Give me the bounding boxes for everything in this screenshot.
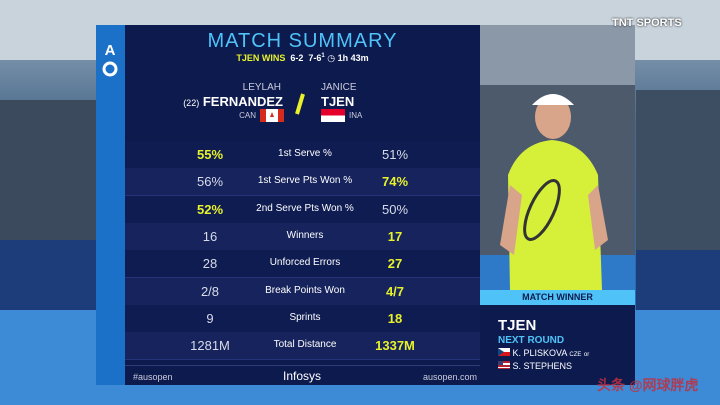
seed: (22): [183, 98, 200, 108]
stats-table: 55% 1st Serve % 51% 56% 1st Serve Pts Won % 7…: [125, 141, 480, 361]
tiebreak: 1: [321, 53, 325, 59]
player-last: FERNANDEZ: [202, 94, 283, 109]
opponent: K. PLISKOVA CZE or: [498, 348, 589, 358]
stat-row: 55% 1st Serve % 51%: [125, 141, 480, 169]
opponent: S. STEPHENS: [498, 361, 572, 371]
flag-ina: [321, 109, 345, 122]
winner-info: TJEN NEXT ROUND K. PLISKOVA CZE or S. ST…: [480, 305, 635, 385]
stat-row: 28 Unforced Errors 27: [125, 250, 480, 279]
stat-label: 2nd Serve Pts Won %: [256, 202, 354, 214]
left-value: 16: [202, 228, 218, 244]
left-value: 28: [202, 256, 218, 272]
opponent-name: S. STEPHENS: [512, 361, 573, 371]
winner-panel: MATCH WINNER TJEN NEXT ROUND K. PLISKOVA…: [480, 25, 635, 385]
left-value: 9: [206, 310, 214, 326]
right-value: 4/7: [385, 283, 405, 299]
svg-text:A: A: [105, 42, 116, 59]
stat-label: Sprints: [289, 311, 321, 323]
right-value: 51%: [381, 147, 409, 162]
country: INA: [349, 111, 363, 120]
right-value: 18: [387, 310, 403, 326]
stat-label: 1st Serve %: [278, 148, 332, 159]
stat-label: Total Distance: [273, 339, 337, 351]
right-value: 50%: [381, 201, 409, 217]
stat-label: Unforced Errors: [269, 257, 341, 269]
player-first: LEYLAH: [242, 82, 281, 93]
winner-name: TJEN: [498, 317, 537, 334]
sponsor: Infosys: [283, 369, 322, 383]
set-score: 6-2: [290, 53, 304, 63]
left-value: 56%: [196, 174, 224, 190]
player-photo: [480, 25, 635, 290]
player-last: TJEN: [321, 94, 355, 109]
stat-label: Winners: [286, 229, 324, 241]
stat-label: Break Points Won: [265, 284, 345, 296]
logo-strip: A: [96, 25, 125, 385]
result: TJEN WINS: [236, 53, 286, 63]
watermark: 头条 @网球胖虎: [597, 377, 699, 393]
stat-row: 9 Sprints 18: [125, 304, 480, 333]
right-value: 17: [387, 228, 403, 244]
left-value: 52%: [196, 201, 224, 217]
divider-slash: [295, 93, 305, 115]
ao-logo: A: [102, 42, 118, 77]
opponent-name: K. PLISKOVA: [512, 348, 567, 358]
set-score: 7-6: [308, 53, 322, 63]
right-value: 27: [387, 256, 403, 272]
winner-banner: MATCH WINNER: [480, 290, 635, 305]
result-line: TJEN WINS 6-2 7-61 ◷ 1h 43m: [236, 53, 369, 63]
flag-can: [260, 109, 284, 122]
left-value: 55%: [196, 147, 224, 162]
player-first: JANICE: [321, 82, 357, 93]
country: CZE: [569, 352, 582, 358]
country: CAN: [239, 111, 256, 120]
left-value: 1281M: [190, 338, 230, 354]
summary-panel: MATCH SUMMARY TJEN WINS 6-2 7-61 ◷ 1h 43…: [125, 25, 480, 385]
left-value: 2/8: [200, 283, 220, 299]
stat-row: 1281M Total Distance 1337M: [125, 332, 480, 361]
broadcaster: TNT SPORTS: [612, 17, 682, 29]
next-round: NEXT ROUND: [498, 335, 565, 346]
site: ausopen.com: [423, 372, 478, 382]
stat-row: 52% 2nd Serve Pts Won % 50%: [125, 195, 480, 224]
title: MATCH SUMMARY: [207, 30, 398, 52]
player-name: (22) FERNANDEZ: [165, 94, 283, 109]
footer: #ausopen Infosys ausopen.com: [125, 365, 480, 386]
stat-row: 2/8 Break Points Won 4/7: [125, 277, 480, 306]
right-value: 74%: [381, 174, 409, 190]
joiner: or: [583, 352, 590, 358]
stat-label: 1st Serve Pts Won %: [257, 175, 353, 187]
hashtag: #ausopen: [133, 372, 173, 382]
stat-row: 16 Winners 17: [125, 222, 480, 251]
right-value: 1337M: [375, 338, 415, 354]
stat-row: 56% 1st Serve Pts Won % 74%: [125, 168, 480, 197]
duration: 1h 43m: [337, 53, 369, 63]
